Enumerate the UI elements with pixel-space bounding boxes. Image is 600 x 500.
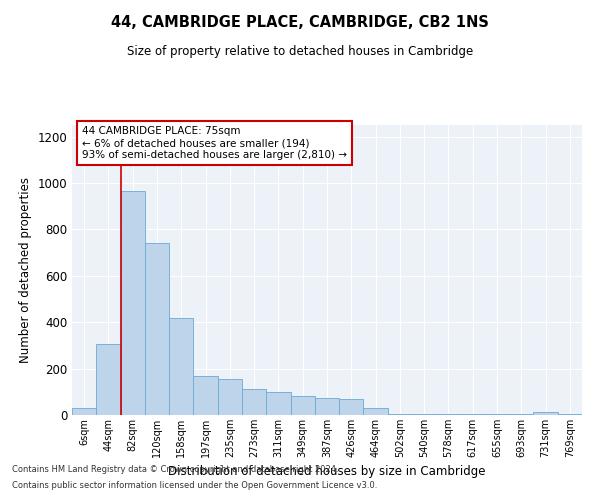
Bar <box>169 318 193 415</box>
Bar <box>315 398 339 415</box>
Text: 44 CAMBRIDGE PLACE: 75sqm
← 6% of detached houses are smaller (194)
93% of semi-: 44 CAMBRIDGE PLACE: 75sqm ← 6% of detach… <box>82 126 347 160</box>
Bar <box>509 414 533 415</box>
Bar <box>193 376 218 415</box>
Bar <box>339 399 364 415</box>
Bar <box>412 414 436 415</box>
Text: Contains HM Land Registry data © Crown copyright and database right 2024.: Contains HM Land Registry data © Crown c… <box>12 466 338 474</box>
Bar <box>72 408 96 415</box>
Bar <box>364 408 388 415</box>
Bar <box>436 414 461 415</box>
Text: Contains public sector information licensed under the Open Government Licence v3: Contains public sector information licen… <box>12 480 377 490</box>
Bar <box>242 390 266 415</box>
Bar <box>485 414 509 415</box>
Y-axis label: Number of detached properties: Number of detached properties <box>19 177 32 363</box>
Bar <box>533 412 558 415</box>
Bar <box>388 414 412 415</box>
Bar <box>558 414 582 415</box>
Bar <box>96 344 121 415</box>
Text: 44, CAMBRIDGE PLACE, CAMBRIDGE, CB2 1NS: 44, CAMBRIDGE PLACE, CAMBRIDGE, CB2 1NS <box>111 15 489 30</box>
Bar <box>290 396 315 415</box>
Bar <box>145 244 169 415</box>
Bar <box>461 414 485 415</box>
Bar <box>121 191 145 415</box>
X-axis label: Distribution of detached houses by size in Cambridge: Distribution of detached houses by size … <box>168 466 486 478</box>
Bar <box>266 392 290 415</box>
Text: Size of property relative to detached houses in Cambridge: Size of property relative to detached ho… <box>127 45 473 58</box>
Bar <box>218 379 242 415</box>
